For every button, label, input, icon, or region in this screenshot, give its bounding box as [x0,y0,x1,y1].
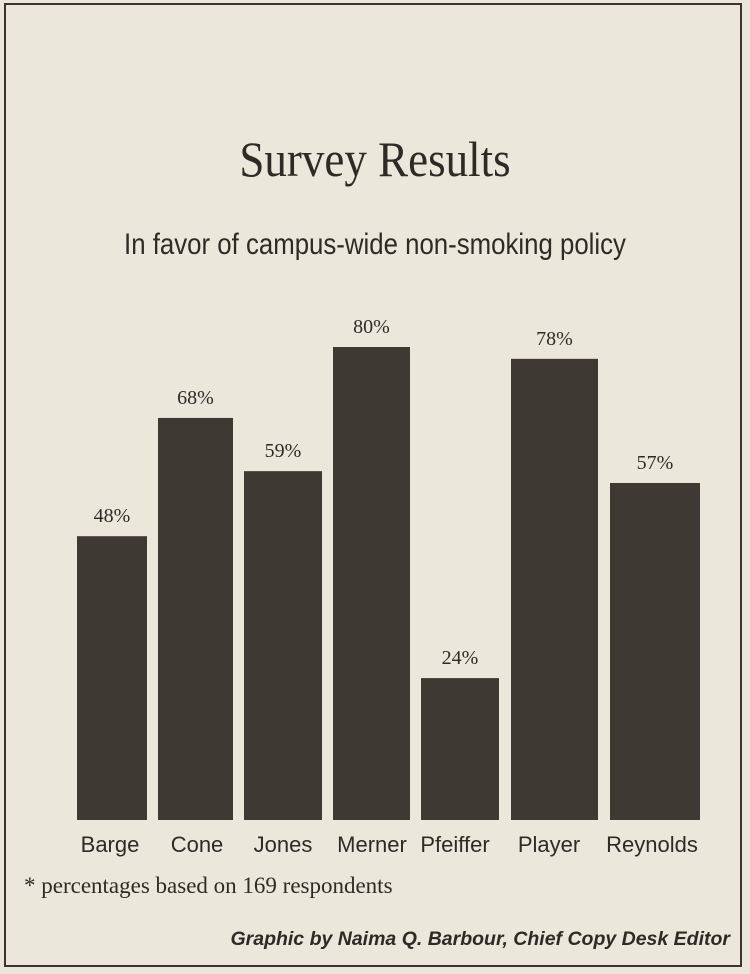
bar-jones [244,471,322,820]
data-label-player: 78% [536,328,573,350]
data-label-reynolds: 57% [637,452,674,474]
data-label-cone: 68% [177,387,214,409]
bar-reynolds [610,482,700,820]
bar-barge [77,536,147,820]
category-label-player: Player [518,832,580,857]
data-label-barge: 48% [94,505,131,527]
category-label-barge: Barge [81,832,140,857]
data-label-merner: 80% [353,316,390,338]
category-label-merner: Merner [337,832,407,857]
bar-pfeiffer [421,678,499,820]
data-label-pfeiffer: 24% [442,647,479,669]
category-label-jones: Jones [254,832,313,857]
bar-merner [333,347,410,820]
bar-cone [158,417,233,820]
category-label-cone: Cone [171,832,224,857]
bar-player [511,358,598,820]
footnote: * percentages based on 169 respondents [24,873,393,898]
category-label-pfeiffer: Pfeiffer [420,832,489,857]
chart-subtitle: In favor of campus-wide non-smoking poli… [124,228,626,261]
category-label-reynolds: Reynolds [606,832,698,857]
graphic-credit: Graphic by Naima Q. Barbour, Chief Copy … [230,928,730,950]
data-label-jones: 59% [265,440,302,462]
chart-title: Survey Results [239,131,511,187]
